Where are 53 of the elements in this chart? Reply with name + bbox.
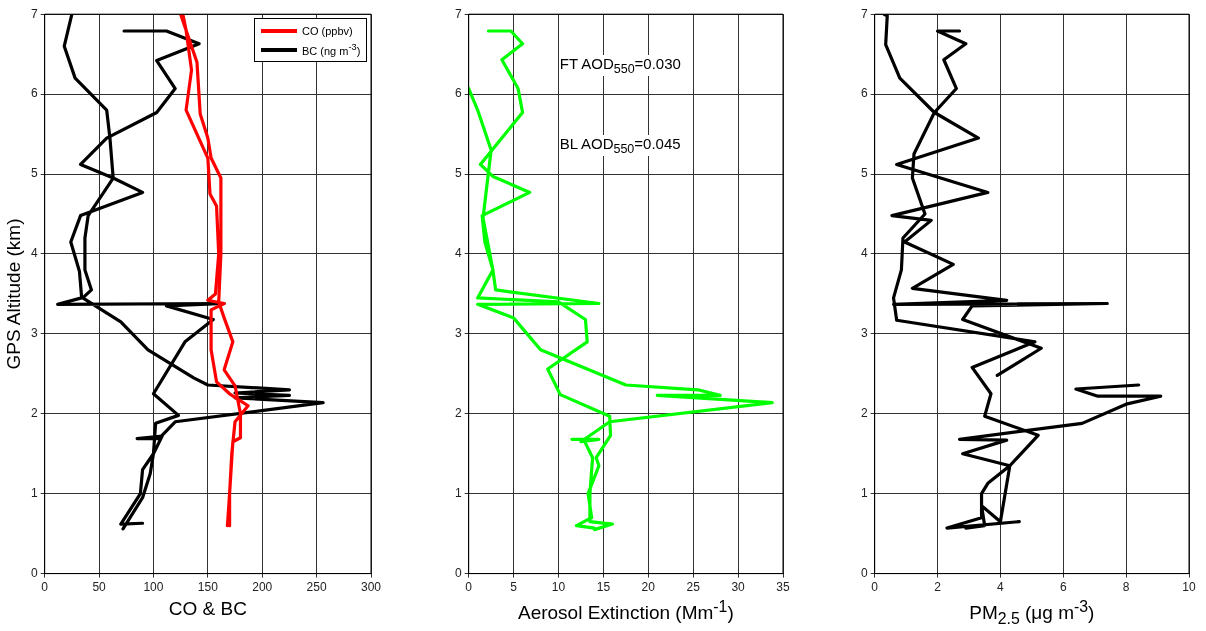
y-tick-label: 3 bbox=[30, 326, 38, 341]
x-tick-label: 20 bbox=[641, 580, 656, 595]
legend-label: CO (ppbv) bbox=[302, 24, 353, 37]
x-tick-label: 0 bbox=[465, 580, 473, 595]
x-tick-label: 150 bbox=[197, 580, 219, 595]
y-tick-label: 7 bbox=[860, 6, 868, 21]
y-tick-label: 7 bbox=[30, 6, 38, 21]
annotation: FT AOD$_{550}$=0.030 bbox=[559, 55, 681, 77]
y-tick-label: 3 bbox=[454, 326, 462, 341]
annotation: BL AOD$_{550}$=0.045 bbox=[559, 135, 681, 157]
x-axis-title: PM$_{2.5}$ (μg m$^{-3}$) bbox=[969, 598, 1095, 629]
x-tick-label: 300 bbox=[360, 580, 382, 595]
y-tick-label: 2 bbox=[454, 406, 462, 421]
x-tick-label: 10 bbox=[551, 580, 566, 595]
y-tick-label: 1 bbox=[454, 486, 462, 500]
x-tick-label: 250 bbox=[306, 580, 327, 595]
y-tick-label: 4 bbox=[30, 246, 38, 261]
y-tick-label: 1 bbox=[30, 486, 38, 500]
y-tick-label: 2 bbox=[860, 406, 868, 421]
y-tick-label: 5 bbox=[454, 166, 462, 181]
x-tick-label: 30 bbox=[731, 580, 746, 595]
y-tick-label: 5 bbox=[860, 166, 868, 181]
x-tick-label: 200 bbox=[252, 580, 273, 595]
x-tick-label: 50 bbox=[92, 580, 107, 595]
y-tick-label: 0 bbox=[860, 565, 868, 580]
y-tick-label: 5 bbox=[30, 166, 38, 181]
x-tick-label: 100 bbox=[143, 580, 164, 595]
x-tick-label: 8 bbox=[1122, 580, 1130, 595]
x-tick-label: 0 bbox=[871, 580, 879, 595]
y-tick-label: 3 bbox=[860, 326, 868, 341]
x-tick-label: 2 bbox=[934, 580, 942, 595]
x-tick-label: 15 bbox=[596, 580, 611, 595]
y-tick-label: 4 bbox=[454, 246, 462, 261]
y-axis-title: GPS Altitude (km) bbox=[3, 218, 25, 370]
x-tick-label: 5 bbox=[510, 580, 518, 595]
x-tick-label: 35 bbox=[776, 580, 790, 595]
x-axis-title: Aerosol Extinction (Mm$^{-1}$) bbox=[517, 598, 734, 625]
y-tick-label: 6 bbox=[860, 86, 868, 101]
y-tick-label: 0 bbox=[454, 565, 462, 580]
x-tick-label: 4 bbox=[997, 580, 1005, 595]
y-tick-label: 1 bbox=[860, 486, 868, 500]
y-tick-label: 6 bbox=[30, 86, 38, 101]
y-tick-label: 7 bbox=[454, 6, 462, 21]
x-tick-label: 6 bbox=[1059, 580, 1067, 595]
y-tick-label: 2 bbox=[30, 406, 38, 421]
x-tick-label: 10 bbox=[1182, 580, 1196, 595]
x-tick-label: 0 bbox=[41, 580, 49, 595]
x-axis-title: CO & BC bbox=[168, 598, 247, 620]
y-tick-label: 4 bbox=[860, 246, 868, 261]
x-tick-label: 25 bbox=[686, 580, 701, 595]
y-tick-label: 6 bbox=[454, 86, 462, 101]
y-tick-label: 0 bbox=[30, 565, 38, 580]
legend-label: BC (ng m$^{-3}$) bbox=[302, 42, 361, 58]
